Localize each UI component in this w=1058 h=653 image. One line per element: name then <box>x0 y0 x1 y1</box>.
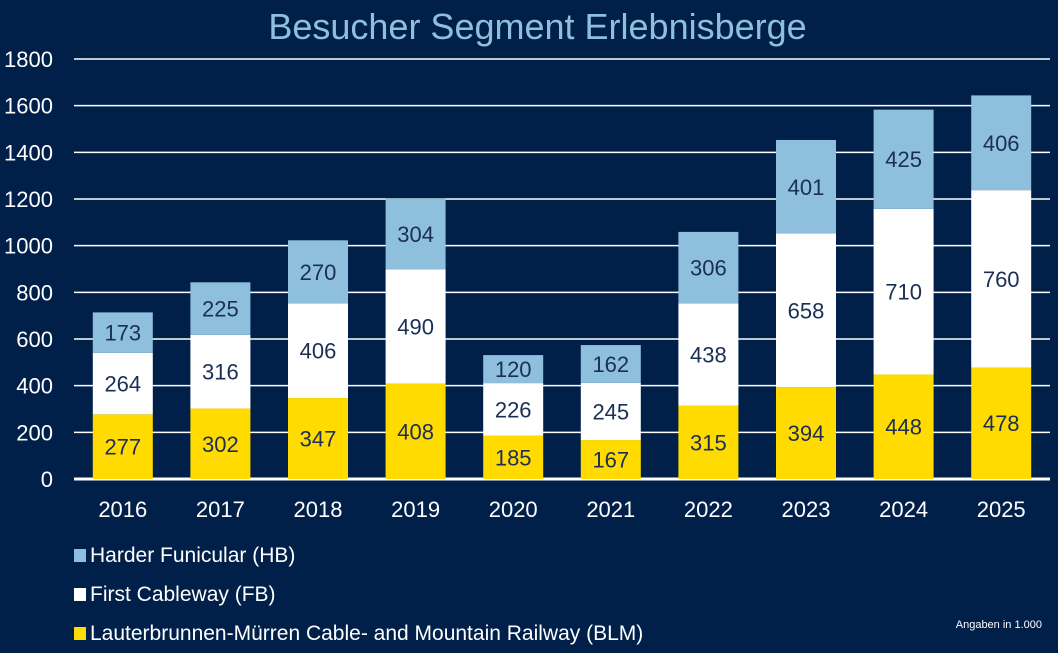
x-tick-label: 2022 <box>684 497 733 522</box>
data-label: 394 <box>788 421 825 446</box>
stacked-bar-chart: 0 200 400 600 800 1000 1200 1400 1600 1800 277 264 1… <box>4 47 1050 522</box>
data-label: 225 <box>202 297 239 322</box>
y-tick-label: 1800 <box>4 47 53 72</box>
bar-segment-blm <box>483 435 544 479</box>
legend-label-blm: Lauterbrunnen-Mürren Cable- and Mountain… <box>90 621 644 645</box>
data-label: 425 <box>885 147 922 172</box>
bar-segment-fb <box>678 303 739 406</box>
bar-segment-blm <box>385 383 446 479</box>
legend-item-blm: Lauterbrunnen-Mürren Cable- and Mountain… <box>74 614 643 653</box>
legend-item-harder-funicular: Harder Funicular (HB) <box>74 536 643 575</box>
bar-segment-hb <box>580 345 641 383</box>
legend-swatch-fb <box>74 588 86 601</box>
bar-segment-hb <box>873 109 934 209</box>
bar-segment-hb <box>776 139 836 234</box>
bar-segment-hb <box>971 95 1032 191</box>
data-label: 401 <box>788 175 825 200</box>
y-tick-label: 200 <box>16 420 53 445</box>
data-label: 406 <box>300 339 337 364</box>
bar-segment-fb <box>580 382 641 441</box>
bar-segment-fb <box>776 233 836 388</box>
y-tick-label: 0 <box>41 467 53 492</box>
data-label: 245 <box>592 399 629 424</box>
data-label: 306 <box>690 256 727 281</box>
legend-swatch-blm <box>74 627 86 640</box>
data-label: 760 <box>983 267 1020 292</box>
bar-segment-fb <box>190 334 251 409</box>
data-label: 162 <box>592 352 629 377</box>
data-label: 302 <box>202 432 239 457</box>
bar-segment-hb <box>288 240 348 304</box>
bar-segment-blm <box>873 374 934 479</box>
data-label: 478 <box>983 411 1020 436</box>
data-label: 438 <box>690 342 727 367</box>
legend-item-first-cableway: First Cableway (FB) <box>74 575 643 614</box>
y-tick-label: 1200 <box>4 187 53 212</box>
data-label: 304 <box>397 222 434 247</box>
data-label: 448 <box>885 415 922 440</box>
legend-label-fb: First Cableway (FB) <box>90 582 276 606</box>
bar-segment-blm <box>580 440 641 479</box>
data-label: 173 <box>104 321 141 346</box>
data-label: 270 <box>300 260 337 285</box>
bar-segment-hb <box>385 198 446 270</box>
bar-segment-fb <box>971 190 1032 368</box>
bar-segment-hb <box>190 282 251 335</box>
y-tick-label: 600 <box>16 327 53 352</box>
data-label: 316 <box>202 360 239 385</box>
legend: Harder Funicular (HB) First Cableway (FB… <box>74 536 643 653</box>
y-tick-label: 400 <box>16 374 53 399</box>
bar-segment-blm <box>678 405 739 479</box>
x-tick-label: 2016 <box>98 497 147 522</box>
data-label: 408 <box>397 419 434 444</box>
x-tick-label: 2024 <box>879 497 928 522</box>
data-label: 490 <box>397 315 434 340</box>
x-tick-label: 2020 <box>489 497 538 522</box>
y-tick-label: 1400 <box>4 140 53 165</box>
bar-segment-blm <box>92 414 153 479</box>
bar-segment-blm <box>776 387 836 479</box>
bar-segment-fb <box>483 383 544 436</box>
legend-label-hb: Harder Funicular (HB) <box>90 543 296 567</box>
y-tick-label: 1000 <box>4 234 53 259</box>
data-label: 347 <box>300 427 337 452</box>
data-label: 226 <box>495 397 532 422</box>
data-label: 167 <box>592 448 629 473</box>
x-tick-label: 2018 <box>294 497 343 522</box>
bar-segment-fb <box>288 303 348 399</box>
legend-swatch-hb <box>74 549 86 562</box>
bar-segment-blm <box>971 367 1032 479</box>
bar-segment-hb <box>92 312 153 353</box>
bar-segment-hb <box>678 231 739 304</box>
bar-segment-blm <box>288 398 348 479</box>
x-tick-label: 2023 <box>782 497 831 522</box>
chart-title: Besucher Segment Erlebnisberge <box>268 6 807 47</box>
data-label: 277 <box>104 435 141 460</box>
y-tick-label: 1600 <box>4 94 53 119</box>
data-label: 315 <box>690 430 727 455</box>
data-label: 185 <box>495 445 532 470</box>
x-tick-label: 2021 <box>586 497 635 522</box>
data-label: 264 <box>104 372 141 397</box>
data-label: 710 <box>885 280 922 305</box>
data-label: 120 <box>495 357 532 382</box>
y-tick-label: 800 <box>16 280 53 305</box>
x-tick-label: 2019 <box>391 497 440 522</box>
bar-segment-blm <box>190 408 251 479</box>
data-label: 406 <box>983 131 1020 156</box>
bar-segment-hb <box>483 355 544 384</box>
x-tick-label: 2025 <box>977 497 1026 522</box>
x-tick-label: 2017 <box>196 497 245 522</box>
bar-segment-fb <box>873 208 934 375</box>
data-label: 658 <box>788 298 825 323</box>
bar-segment-fb <box>92 352 153 415</box>
units-note: Angaben in 1.000 <box>955 619 1042 631</box>
bar-segment-fb <box>385 269 446 384</box>
